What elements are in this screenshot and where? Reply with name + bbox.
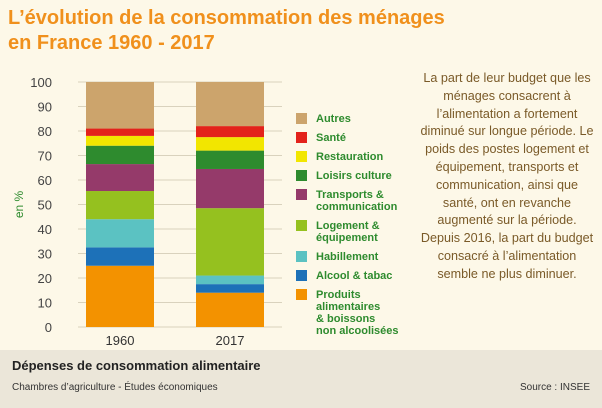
legend-label: équipement bbox=[316, 232, 378, 244]
bar-segment bbox=[86, 219, 154, 248]
bar-segment bbox=[196, 284, 264, 293]
bar-segment bbox=[86, 265, 154, 327]
y-tick-label: 100 bbox=[30, 75, 52, 90]
bar-segment bbox=[86, 247, 154, 266]
legend-swatch bbox=[296, 189, 307, 200]
bar-segment bbox=[86, 145, 154, 165]
page-title: L’évolution de la consommation des ménag… bbox=[8, 6, 468, 56]
legend-label: & boissons bbox=[316, 313, 375, 325]
footer-heading: Dépenses de consommation alimentaire bbox=[12, 358, 261, 373]
y-tick-label: 0 bbox=[45, 320, 52, 335]
legend-swatch bbox=[296, 151, 307, 162]
legend-label: Transports & bbox=[316, 189, 384, 201]
bar-segment bbox=[196, 82, 264, 127]
legend-label: Loisirs culture bbox=[316, 170, 392, 182]
legend-label: communication bbox=[316, 201, 398, 213]
bar-segment bbox=[86, 128, 154, 136]
legend-swatch bbox=[296, 251, 307, 262]
legend-label: alimentaires bbox=[316, 301, 380, 313]
bar-segment bbox=[196, 126, 264, 138]
y-tick-label: 50 bbox=[38, 198, 52, 213]
legend-swatch bbox=[296, 113, 307, 124]
y-tick-label: 40 bbox=[38, 222, 52, 237]
legend-label: Santé bbox=[316, 132, 346, 144]
legend-swatch bbox=[296, 170, 307, 181]
bar-segment bbox=[196, 137, 264, 151]
x-tick-label: 1960 bbox=[106, 333, 135, 348]
y-tick-label: 20 bbox=[38, 271, 52, 286]
legend-label: Produits bbox=[316, 289, 361, 301]
y-axis-label: en % bbox=[12, 190, 26, 218]
legend-swatch bbox=[296, 289, 307, 300]
commentary-text: La part de leur budget que les ménages c… bbox=[420, 71, 594, 281]
y-tick-label: 30 bbox=[38, 247, 52, 262]
bar-segment bbox=[86, 191, 154, 220]
legend-swatch bbox=[296, 220, 307, 231]
footer-band bbox=[0, 350, 602, 408]
bar-segment bbox=[196, 208, 264, 276]
bar-segment bbox=[86, 135, 154, 146]
legend-swatch bbox=[296, 132, 307, 143]
y-tick-label: 60 bbox=[38, 173, 52, 188]
legend-label: Habillement bbox=[316, 251, 379, 263]
y-tick-label: 10 bbox=[38, 296, 52, 311]
title-line-1: L’évolution de la consommation des ménag… bbox=[8, 7, 445, 29]
legend-swatch bbox=[296, 270, 307, 281]
legend-label: Alcool & tabac bbox=[316, 270, 392, 282]
bar-segment bbox=[86, 82, 154, 129]
legend-label: Restauration bbox=[316, 151, 384, 163]
title-line-2: en France 1960 - 2017 bbox=[8, 32, 215, 54]
footer-credit: Chambres d’agriculture - Études économiq… bbox=[12, 382, 218, 393]
legend-label: Autres bbox=[316, 113, 351, 125]
bar-segment bbox=[196, 275, 264, 285]
legend-label: non alcoolisées bbox=[316, 325, 399, 337]
y-tick-label: 70 bbox=[38, 149, 52, 164]
legend-label: Logement & bbox=[316, 220, 380, 232]
bar-segment bbox=[196, 292, 264, 327]
bar-segment bbox=[86, 164, 154, 192]
x-tick-label: 2017 bbox=[216, 333, 245, 348]
y-tick-label: 90 bbox=[38, 100, 52, 115]
y-tick-label: 80 bbox=[38, 124, 52, 139]
bar-segment bbox=[196, 168, 264, 209]
stacked-bar-chart: 0 10 20 30 40 50 60 70 80 90 100 en % 1960 2017 Autres… bbox=[12, 75, 399, 348]
bar-segment bbox=[196, 150, 264, 169]
footer-source: Source : INSEE bbox=[519, 382, 590, 393]
